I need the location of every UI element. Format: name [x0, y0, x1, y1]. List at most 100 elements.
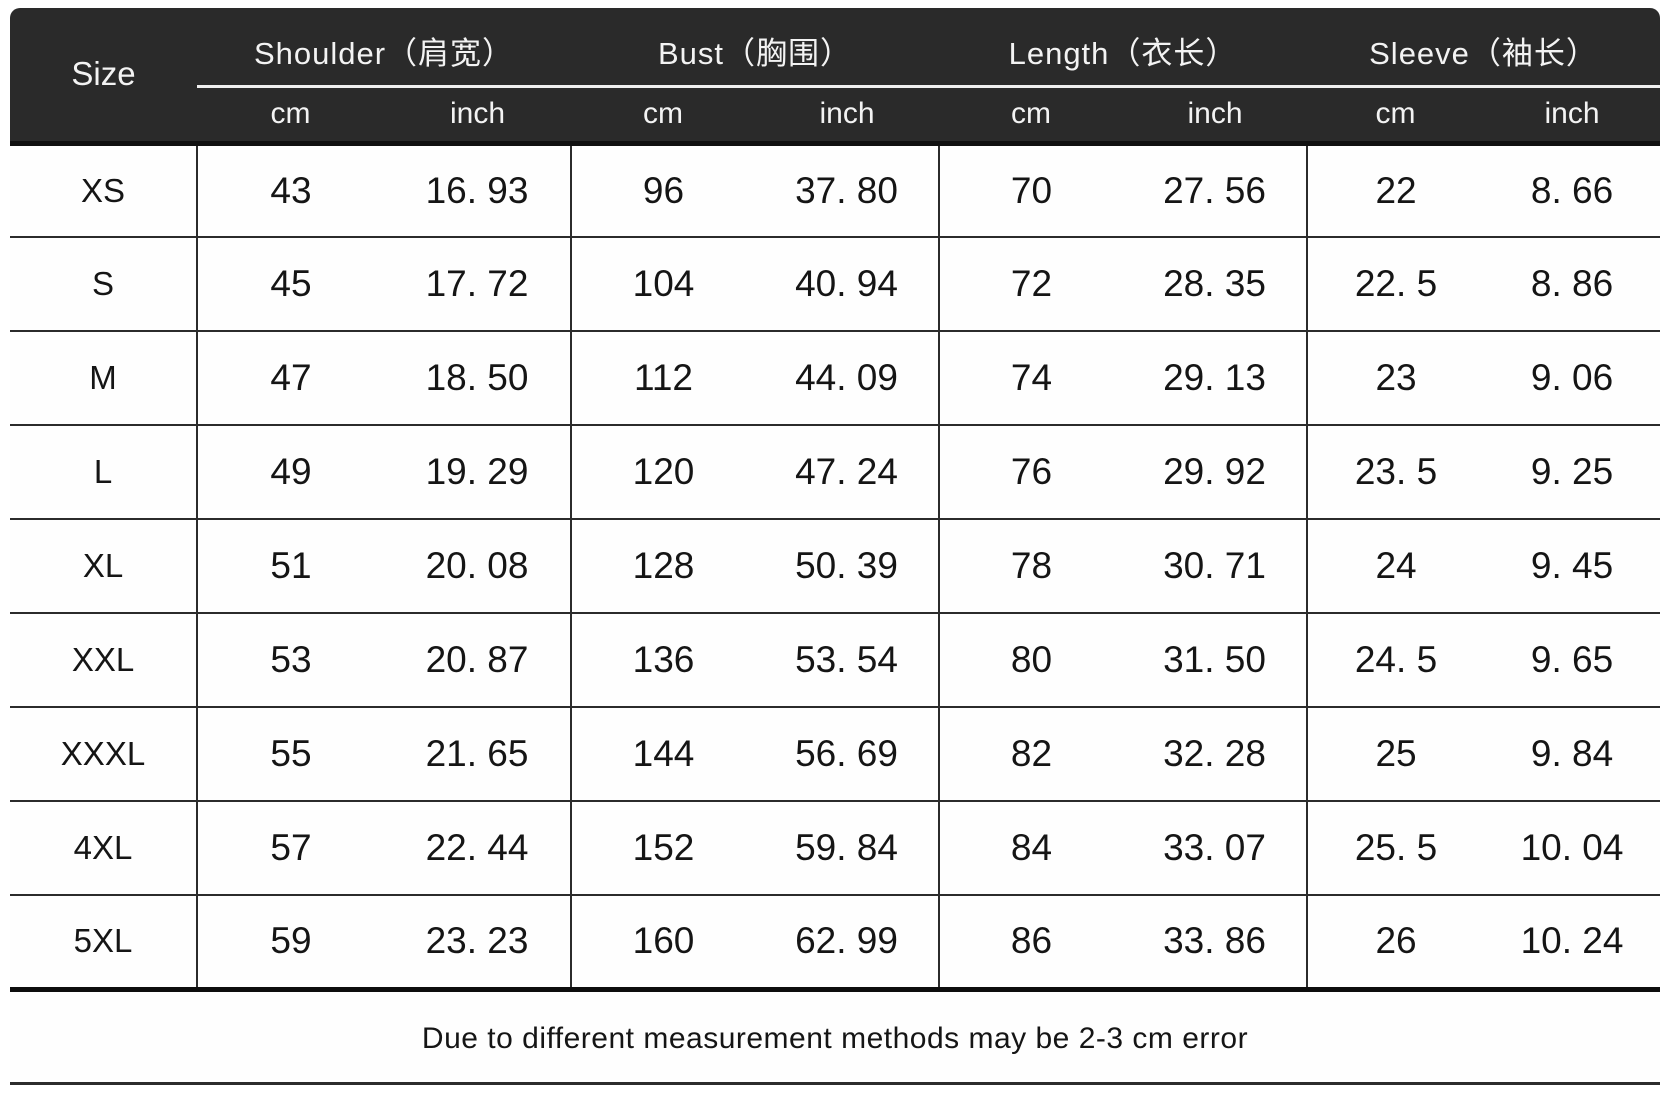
value-cell: 74	[938, 330, 1123, 425]
value-cell: 43	[196, 143, 384, 237]
value-cell: 21. 65	[384, 706, 571, 801]
value-cell: 49	[196, 424, 384, 519]
header-unit-bust-inch: inch	[755, 86, 939, 146]
header-group-bust: Bust（胸围）	[571, 8, 939, 88]
size-cell: 4XL	[10, 800, 197, 895]
value-cell: 86	[938, 894, 1123, 989]
header-unit-length-inch: inch	[1123, 86, 1308, 146]
value-cell: 76	[938, 424, 1123, 519]
value-cell: 45	[196, 236, 384, 331]
header-unit-bust-cm: cm	[571, 86, 755, 146]
value-cell: 96	[570, 143, 755, 237]
value-cell: 24. 5	[1306, 612, 1485, 707]
value-cell: 8. 86	[1484, 236, 1661, 331]
size-chart-page: Size Shoulder（肩宽） Bust（胸围） Length（衣长） Sl…	[0, 8, 1674, 1100]
size-cell: XL	[10, 518, 197, 613]
size-chart-table: Size Shoulder（肩宽） Bust（胸围） Length（衣长） Sl…	[10, 8, 1661, 992]
value-cell: 17. 72	[384, 236, 571, 331]
value-cell: 120	[570, 424, 755, 519]
value-cell: 28. 35	[1123, 236, 1308, 331]
value-cell: 18. 50	[384, 330, 571, 425]
size-cell: S	[10, 236, 197, 331]
table-row: S 45 17. 72 104 40. 94 72 28. 35 22. 5 8…	[10, 236, 1661, 331]
value-cell: 78	[938, 518, 1123, 613]
header-group-row: Size Shoulder（肩宽） Bust（胸围） Length（衣长） Sl…	[10, 8, 1661, 146]
value-cell: 27. 56	[1123, 143, 1308, 237]
value-cell: 22	[1306, 143, 1485, 237]
value-cell: 30. 71	[1123, 518, 1308, 613]
value-cell: 25. 5	[1306, 800, 1485, 895]
value-cell: 10. 24	[1484, 894, 1661, 989]
value-cell: 82	[938, 706, 1123, 801]
header-group-length: Length（衣长）	[939, 8, 1308, 88]
table-body: XS 43 16. 93 96 37. 80 70 27. 56 22 8. 6…	[10, 143, 1661, 989]
value-cell: 9. 84	[1484, 706, 1661, 801]
value-cell: 22. 44	[384, 800, 571, 895]
table-row: XL 51 20. 08 128 50. 39 78 30. 71 24 9. …	[10, 518, 1661, 613]
header-group-sleeve: Sleeve（袖长）	[1307, 8, 1661, 88]
measurement-note: Due to different measurement methods may…	[10, 991, 1660, 1085]
value-cell: 31. 50	[1123, 612, 1308, 707]
value-cell: 20. 08	[384, 518, 571, 613]
header-unit-shoulder-inch: inch	[384, 86, 571, 146]
value-cell: 29. 92	[1123, 424, 1308, 519]
size-cell: XXXL	[10, 706, 197, 801]
value-cell: 44. 09	[755, 330, 939, 425]
value-cell: 33. 86	[1123, 894, 1308, 989]
value-cell: 104	[570, 236, 755, 331]
table-row: L 49 19. 29 120 47. 24 76 29. 92 23. 5 9…	[10, 424, 1661, 519]
value-cell: 53	[196, 612, 384, 707]
table-header: Size Shoulder（肩宽） Bust（胸围） Length（衣长） Sl…	[10, 8, 1661, 146]
value-cell: 59. 84	[755, 800, 939, 895]
value-cell: 26	[1306, 894, 1485, 989]
value-cell: 40. 94	[755, 236, 939, 331]
value-cell: 9. 25	[1484, 424, 1661, 519]
value-cell: 19. 29	[384, 424, 571, 519]
value-cell: 56. 69	[755, 706, 939, 801]
value-cell: 9. 65	[1484, 612, 1661, 707]
value-cell: 10. 04	[1484, 800, 1661, 895]
value-cell: 47. 24	[755, 424, 939, 519]
header-group-shoulder: Shoulder（肩宽）	[197, 8, 571, 88]
value-cell: 72	[938, 236, 1123, 331]
value-cell: 55	[196, 706, 384, 801]
value-cell: 136	[570, 612, 755, 707]
value-cell: 24	[1306, 518, 1485, 613]
value-cell: 33. 07	[1123, 800, 1308, 895]
value-cell: 50. 39	[755, 518, 939, 613]
value-cell: 128	[570, 518, 755, 613]
table-row: XXXL 55 21. 65 144 56. 69 82 32. 28 25 9…	[10, 706, 1661, 801]
value-cell: 51	[196, 518, 384, 613]
size-cell: XXL	[10, 612, 197, 707]
value-cell: 152	[570, 800, 755, 895]
value-cell: 8. 66	[1484, 143, 1661, 237]
value-cell: 160	[570, 894, 755, 989]
header-unit-sleeve-cm: cm	[1307, 86, 1485, 146]
value-cell: 84	[938, 800, 1123, 895]
size-cell: M	[10, 330, 197, 425]
value-cell: 16. 93	[384, 143, 571, 237]
value-cell: 9. 06	[1484, 330, 1661, 425]
value-cell: 57	[196, 800, 384, 895]
size-cell: XS	[10, 143, 197, 237]
table-row: 4XL 57 22. 44 152 59. 84 84 33. 07 25. 5…	[10, 800, 1661, 895]
header-unit-length-cm: cm	[939, 86, 1123, 146]
value-cell: 47	[196, 330, 384, 425]
table-row: XXL 53 20. 87 136 53. 54 80 31. 50 24. 5…	[10, 612, 1661, 707]
header-size: Size	[10, 8, 197, 146]
value-cell: 59	[196, 894, 384, 989]
size-cell: L	[10, 424, 197, 519]
value-cell: 112	[570, 330, 755, 425]
value-cell: 32. 28	[1123, 706, 1308, 801]
value-cell: 80	[938, 612, 1123, 707]
value-cell: 25	[1306, 706, 1485, 801]
value-cell: 62. 99	[755, 894, 939, 989]
value-cell: 20. 87	[384, 612, 571, 707]
header-unit-sleeve-inch: inch	[1484, 86, 1661, 146]
value-cell: 22. 5	[1306, 236, 1485, 331]
value-cell: 29. 13	[1123, 330, 1308, 425]
value-cell: 70	[938, 143, 1123, 237]
value-cell: 37. 80	[755, 143, 939, 237]
header-unit-row: cm inch cm inch cm inch cm inch	[10, 86, 1661, 146]
value-cell: 9. 45	[1484, 518, 1661, 613]
